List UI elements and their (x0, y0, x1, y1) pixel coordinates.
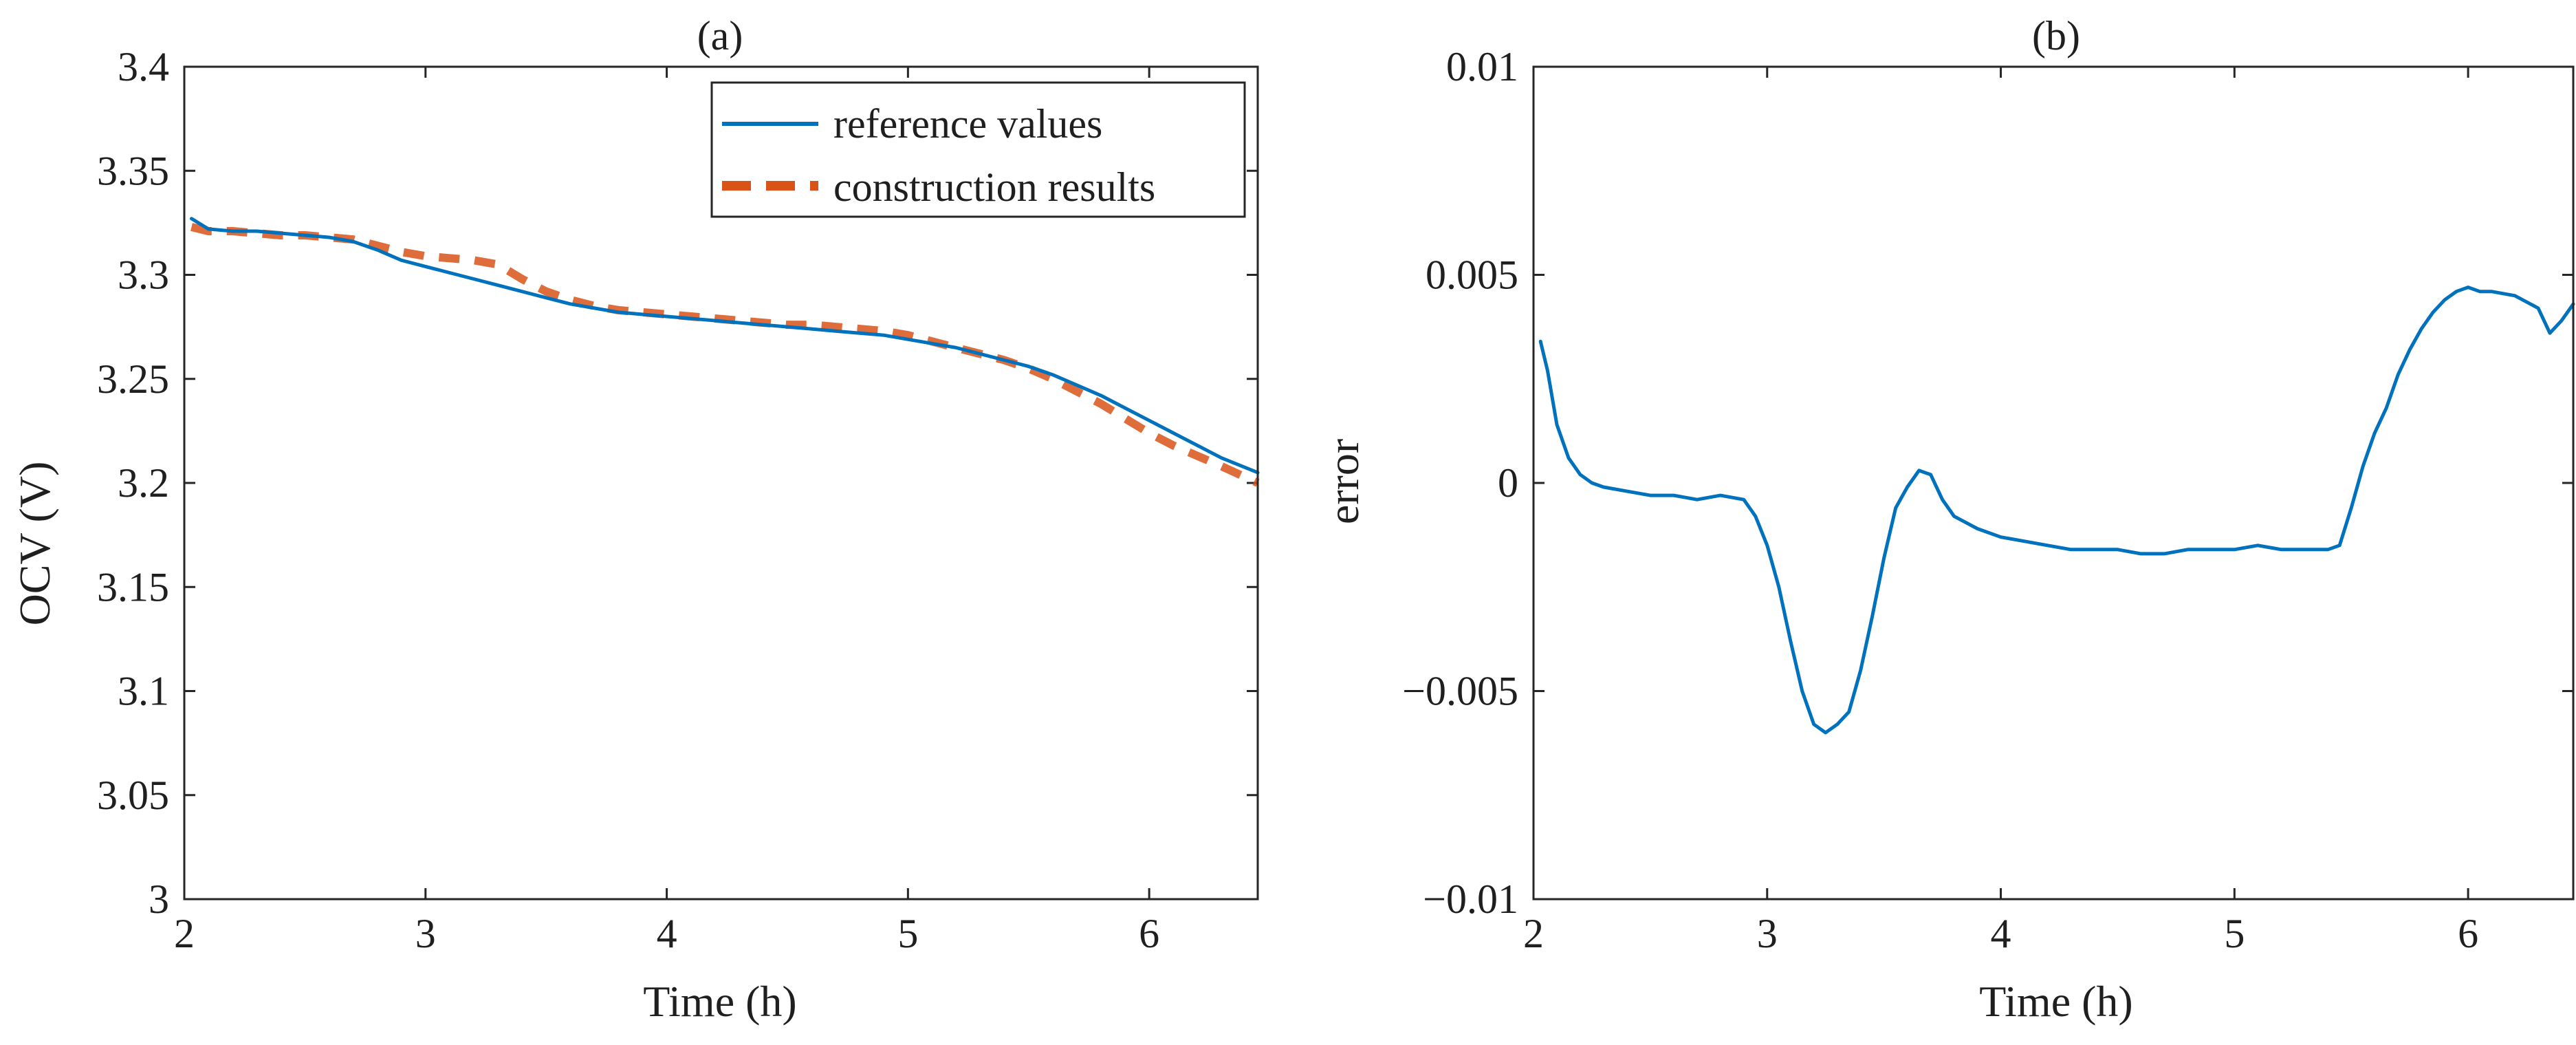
panel-b-ytick-label: 0 (1498, 460, 1518, 506)
panel-a-ytick-label: 3.25 (97, 356, 169, 402)
panel-a-ytick-label: 3.1 (118, 669, 169, 714)
panel-a-ytick-label: 3.15 (97, 564, 169, 610)
panel-a-ytick-label: 3.4 (118, 44, 169, 89)
panel-a-ytick-label: 3 (149, 876, 169, 922)
panel-a-ytick-label: 3.35 (97, 148, 169, 193)
panel-a-title: (a) (697, 13, 743, 58)
legend-label-reference-values: reference values (833, 101, 1102, 147)
panel-b-ytick-label: 0.005 (1426, 252, 1518, 298)
panel-b-ytick-label: −0.005 (1402, 669, 1518, 714)
panel-a-ytick-label: 3.3 (118, 252, 169, 298)
panel-a-ocv-chart: (a) Time (h) OCV (V) 2 3 4 5 633.053.13.153.… (10, 13, 1260, 1026)
panel-a-ylabel: OCV (V) (10, 462, 59, 626)
panel-b-error-chart: (b) Time (h) error 2 3 4 5 6 −0.01 −0.005 0 0.00… (1319, 13, 2575, 1026)
panel-a-xtick-label: 2 (174, 911, 195, 956)
panel-b-xtick-label: 3 (1757, 911, 1778, 956)
legend-label-construction-results: construction results (833, 164, 1155, 210)
panel-b-xtick-label: 6 (2458, 911, 2478, 956)
panel-b-axes-frame (1532, 65, 2575, 901)
panel-a-axes-frame (183, 65, 1259, 901)
panel-b-title: (b) (2032, 13, 2080, 58)
panel-b-xtick-label: 4 (1991, 911, 2011, 956)
panel-b-xtick-label: 2 (1523, 911, 1544, 956)
panel-b-xtick-label: 5 (2224, 911, 2245, 956)
panel-b-series-error (1538, 286, 2575, 735)
panel-a-series-reference-values (190, 217, 1260, 475)
panel-a-ticks: 2 3 4 5 633.053.13.153.23.253.33.353.4 (97, 44, 1258, 956)
panel-a-xtick-label: 6 (1139, 911, 1159, 956)
panel-b-series (1538, 286, 2575, 735)
legend-box (710, 81, 1246, 218)
panel-a-xtick-label: 3 (415, 911, 436, 956)
panel-b-ytick-label: −0.01 (1423, 876, 1518, 922)
panel-a-xlabel: Time (h) (643, 977, 796, 1026)
panel-a-xtick-label: 4 (657, 911, 677, 956)
panel-b-xlabel: Time (h) (1979, 977, 2132, 1026)
panel-b-ytick-label: 0.01 (1446, 44, 1518, 89)
panel-a-ytick-label: 3.05 (97, 773, 169, 818)
panel-a-xtick-label: 5 (897, 911, 918, 956)
panel-a-series-construction-results (190, 223, 1260, 487)
panel-a-ytick-label: 3.2 (118, 460, 169, 506)
panel-b-ticks: 2 3 4 5 6 −0.01 −0.005 0 0.005 0.01 (1402, 44, 2573, 956)
panel-b-ylabel: error (1319, 439, 1368, 524)
panel-a-legend: reference values construction results (710, 81, 1246, 218)
panel-a-series (190, 217, 1260, 487)
